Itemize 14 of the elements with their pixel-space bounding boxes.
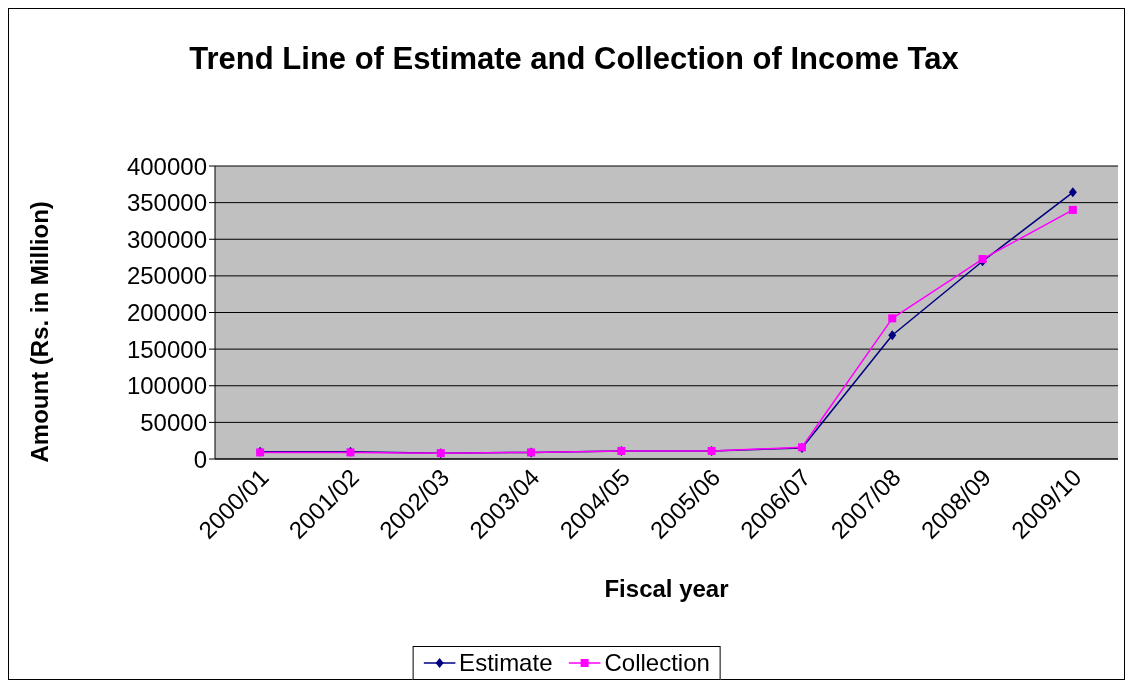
y-tick-label: 50000: [140, 408, 207, 436]
y-tick-label: 400000: [126, 152, 207, 180]
y-tick-label: 250000: [126, 262, 207, 290]
y-tick-label: 100000: [126, 372, 207, 400]
chart-title: Trend Line of Estimate and Collection of Income Tax: [188, 40, 960, 78]
y-tick-label: 300000: [126, 225, 207, 253]
y-axis-title: Amount (Rs. in Million): [25, 201, 53, 463]
y-tick-label: 0: [193, 445, 207, 473]
legend-label: Collection: [603, 649, 710, 677]
legend-label: Estimate: [458, 649, 553, 677]
y-tick-label: 150000: [126, 335, 207, 363]
y-tick-label: 350000: [126, 189, 207, 217]
x-axis-title: Fiscal year: [604, 575, 729, 602]
y-tick-label: 200000: [126, 299, 207, 327]
